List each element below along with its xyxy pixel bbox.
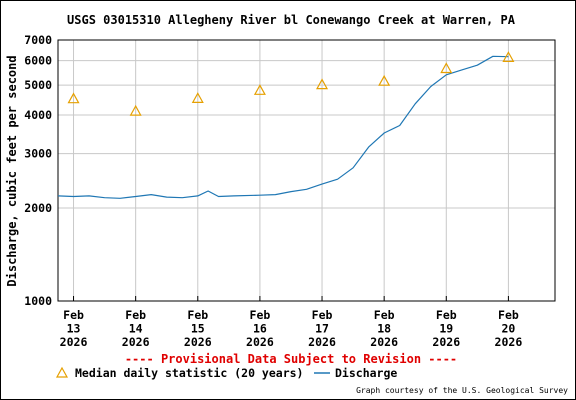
- x-tick-label: 13: [67, 322, 81, 336]
- median-statistic-marker: [191, 92, 204, 103]
- y-tick-label: 3000: [24, 147, 52, 161]
- median-statistic-marker: [253, 84, 266, 95]
- median-statistic-marker: [378, 74, 391, 86]
- median-statistic-marker: [502, 51, 515, 62]
- y-tick-label: 4000: [24, 108, 52, 122]
- legend-label-median: Median daily statistic (20 years): [75, 366, 303, 380]
- series-layer: [57, 51, 515, 199]
- plot-area: [57, 39, 556, 302]
- x-tick-label: 2026: [122, 335, 150, 349]
- discharge-line: [57, 55, 509, 199]
- x-axis-ticks: Feb132026Feb142026Feb152026Feb162026Feb1…: [60, 296, 523, 349]
- x-tick-label: 18: [377, 322, 391, 336]
- y-tick-label: 6000: [24, 54, 52, 68]
- median-statistic-marker: [316, 78, 329, 90]
- grid-lines: [58, 40, 555, 301]
- y-tick-label: 7000: [24, 33, 52, 47]
- x-tick-label: Feb: [250, 308, 271, 322]
- x-tick-label: 2026: [308, 335, 336, 349]
- median-statistic-marker: [67, 92, 80, 104]
- x-tick-label: Feb: [187, 308, 208, 322]
- x-tick-label: Feb: [125, 308, 146, 322]
- y-tick-label: 5000: [24, 78, 52, 92]
- x-tick-label: 2026: [370, 335, 398, 349]
- x-tick-label: Feb: [312, 308, 333, 322]
- y-axis-ticks: 1000 2000 3000 4000 5000 6000 7000: [24, 33, 52, 308]
- x-tick-label: 2026: [432, 335, 460, 349]
- x-tick-label: Feb: [63, 308, 84, 322]
- y-tick-label: 2000: [24, 201, 52, 215]
- x-tick-label: 16: [253, 322, 267, 336]
- x-tick-label: 2026: [184, 335, 212, 349]
- provisional-data-note: ---- Provisional Data Subject to Revisio…: [125, 352, 457, 366]
- x-tick-label: 20: [501, 322, 515, 336]
- x-tick-label: 17: [315, 322, 329, 336]
- y-tick-label: 1000: [24, 294, 52, 308]
- x-tick-label: 2026: [495, 335, 523, 349]
- x-tick-label: 15: [191, 322, 205, 336]
- x-tick-label: 2026: [246, 335, 274, 349]
- x-tick-label: Feb: [374, 308, 395, 322]
- median-statistic-marker: [440, 62, 453, 74]
- legend: Median daily statistic (20 years) Dischar…: [55, 366, 397, 380]
- x-tick-label: 2026: [60, 335, 88, 349]
- legend-label-discharge: Discharge: [335, 366, 397, 380]
- median-statistic-marker: [129, 104, 142, 116]
- chart-title: USGS 03015310 Allegheny River bl Conewan…: [67, 13, 516, 27]
- x-tick-label: Feb: [498, 308, 519, 322]
- x-tick-label: Feb: [436, 308, 457, 322]
- x-tick-label: 14: [129, 322, 143, 336]
- y-axis-label: Discharge, cubic feet per second: [5, 55, 19, 286]
- x-tick-label: 19: [439, 322, 453, 336]
- legend-triangle-icon: [55, 366, 69, 378]
- usgs-credit: Graph courtesy of the U.S. Geological Su…: [356, 386, 568, 395]
